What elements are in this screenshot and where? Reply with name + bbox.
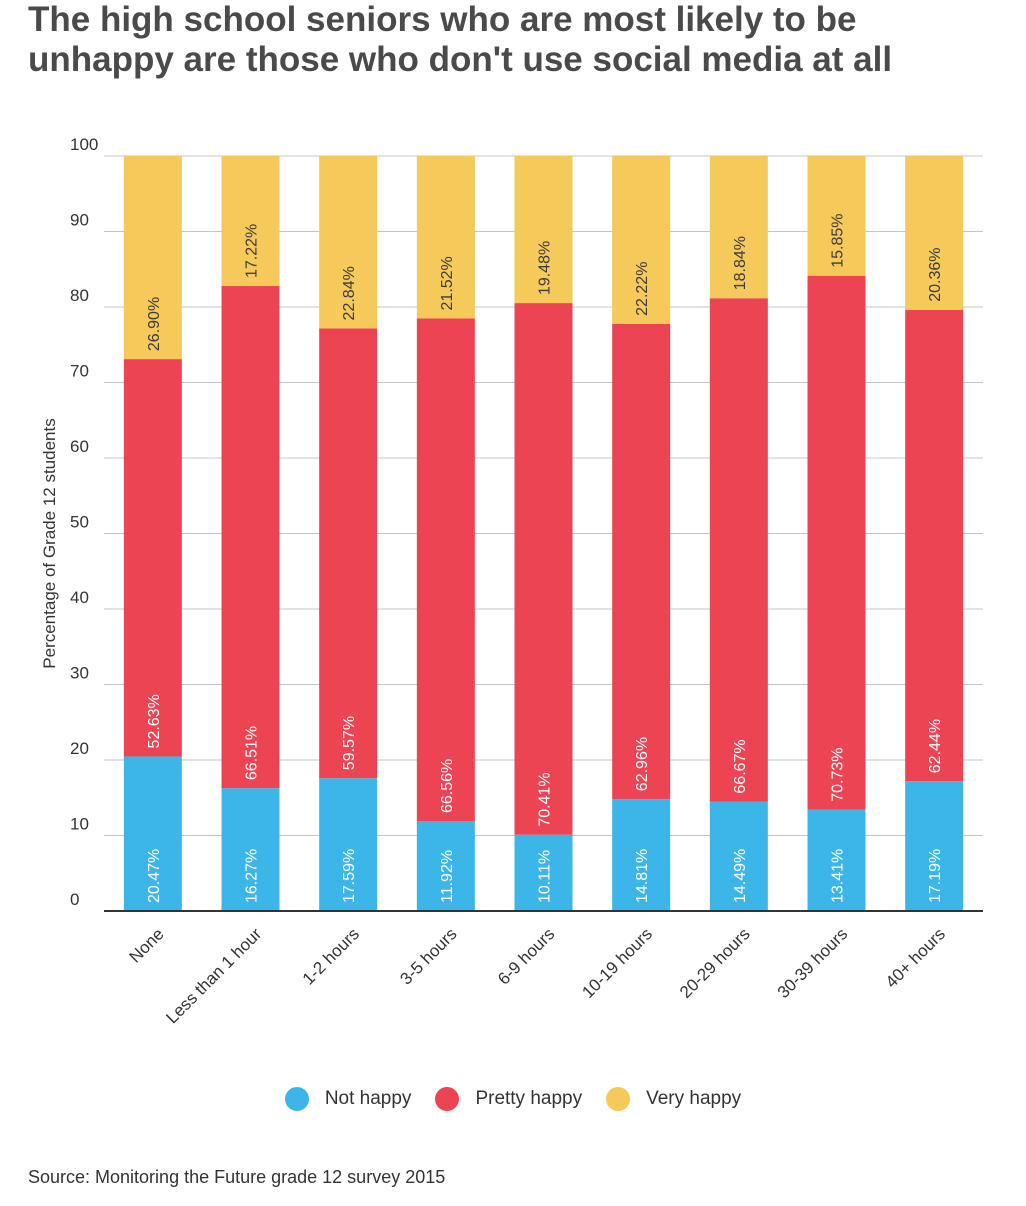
y-tick-label-60: 60 bbox=[70, 437, 89, 456]
bar-very-happy-1[interactable] bbox=[221, 156, 280, 287]
bar-not-happy-5[interactable] bbox=[612, 799, 671, 911]
x-category-label-5: 10-19 hours bbox=[578, 924, 656, 1002]
legend: Not happy Pretty happy Very happy bbox=[0, 1087, 1026, 1111]
data-label-very-happy-4: 19.48% bbox=[537, 241, 554, 295]
data-label-very-happy-1: 17.22% bbox=[244, 224, 261, 278]
bar-very-happy-7[interactable] bbox=[807, 156, 866, 276]
bar-pretty-happy-6[interactable] bbox=[709, 298, 768, 802]
data-label-not-happy-8: 17.19% bbox=[927, 849, 944, 903]
bar-pretty-happy-5[interactable] bbox=[612, 323, 671, 800]
bar-not-happy-0[interactable] bbox=[123, 756, 182, 911]
data-label-not-happy-0: 20.47% bbox=[146, 849, 163, 903]
data-label-not-happy-7: 13.41% bbox=[830, 849, 847, 903]
y-tick-label-50: 50 bbox=[70, 513, 89, 532]
y-tick-label-70: 70 bbox=[70, 362, 89, 381]
bar-pretty-happy-4[interactable] bbox=[514, 303, 573, 835]
legend-label-pretty-happy: Pretty happy bbox=[475, 1088, 583, 1109]
legend-swatch-pretty-happy bbox=[435, 1087, 460, 1111]
data-label-pretty-happy-4: 70.41% bbox=[537, 772, 554, 826]
data-label-pretty-happy-2: 59.57% bbox=[341, 716, 358, 770]
y-tick-label-10: 10 bbox=[70, 815, 89, 834]
stacked-bar-chart: 0 10 20 30 40 50 60 70 80 90 100 Percentage of Grad… bbox=[40, 135, 983, 1027]
legend-swatch-not-happy bbox=[284, 1087, 309, 1111]
data-label-very-happy-6: 18.84% bbox=[732, 236, 749, 290]
bar-very-happy-6[interactable] bbox=[709, 156, 768, 299]
data-label-pretty-happy-6: 66.67% bbox=[732, 739, 749, 793]
x-category-label-8: 40+ hours bbox=[882, 924, 949, 991]
bar-not-happy-1[interactable] bbox=[221, 788, 280, 911]
y-tick-label-20: 20 bbox=[70, 739, 89, 758]
data-label-not-happy-2: 17.59% bbox=[341, 849, 358, 903]
y-axis-label: Percentage of Grade 12 students bbox=[40, 418, 59, 668]
x-category-label-4: 6-9 hours bbox=[494, 924, 558, 988]
bar-very-happy-5[interactable] bbox=[612, 156, 671, 324]
y-tick-label-30: 30 bbox=[70, 664, 89, 683]
legend-label-not-happy: Not happy bbox=[324, 1088, 412, 1109]
bar-not-happy-4[interactable] bbox=[514, 834, 573, 911]
data-label-pretty-happy-0: 52.63% bbox=[146, 694, 163, 748]
data-label-not-happy-6: 14.49% bbox=[732, 849, 749, 903]
chart-title: The high school seniors who are most lik… bbox=[28, 0, 1008, 80]
bar-pretty-happy-7[interactable] bbox=[807, 275, 866, 810]
y-tick-label-0: 0 bbox=[70, 890, 79, 909]
bar-pretty-happy-2[interactable] bbox=[319, 328, 378, 779]
data-label-not-happy-3: 11.92% bbox=[439, 850, 456, 903]
bar-very-happy-4[interactable] bbox=[514, 156, 573, 304]
data-label-very-happy-5: 22.22% bbox=[634, 262, 651, 316]
legend-label-very-happy: Very happy bbox=[646, 1088, 742, 1109]
y-tick-label-80: 80 bbox=[70, 286, 89, 305]
data-label-not-happy-4: 10.11% bbox=[537, 850, 554, 903]
bar-pretty-happy-8[interactable] bbox=[905, 309, 964, 782]
bar-very-happy-3[interactable] bbox=[416, 156, 475, 319]
x-category-label-2: 1-2 hours bbox=[299, 924, 363, 988]
x-category-label-1: Less than 1 hour bbox=[162, 924, 265, 1027]
bar-very-happy-0[interactable] bbox=[123, 156, 182, 360]
y-tick-label-40: 40 bbox=[70, 588, 89, 607]
x-category-label-3: 3-5 hours bbox=[396, 924, 460, 988]
x-category-label-7: 30-39 hours bbox=[774, 924, 852, 1002]
chart-title-line-2: unhappy are those who don't use social m… bbox=[28, 40, 893, 79]
data-label-pretty-happy-3: 66.56% bbox=[439, 759, 456, 813]
legend-swatch-very-happy bbox=[606, 1087, 631, 1111]
source-note: Source: Monitoring the Future grade 12 s… bbox=[28, 1167, 446, 1187]
data-label-very-happy-8: 20.36% bbox=[927, 248, 944, 302]
data-label-pretty-happy-8: 62.44% bbox=[927, 719, 944, 773]
bar-not-happy-3[interactable] bbox=[416, 821, 475, 911]
legend-item-pretty-happy[interactable]: Pretty happy bbox=[435, 1087, 582, 1111]
bar-very-happy-8[interactable] bbox=[905, 156, 964, 310]
data-label-not-happy-1: 16.27% bbox=[244, 849, 261, 903]
bar-not-happy-6[interactable] bbox=[709, 801, 768, 911]
data-label-pretty-happy-1: 66.51% bbox=[244, 726, 261, 780]
bar-very-happy-2[interactable] bbox=[319, 156, 378, 329]
data-label-very-happy-0: 26.90% bbox=[146, 297, 163, 351]
bar-not-happy-7[interactable] bbox=[807, 809, 866, 911]
y-tick-label-90: 90 bbox=[70, 211, 89, 230]
bar-pretty-happy-3[interactable] bbox=[416, 318, 475, 822]
bar-pretty-happy-0[interactable] bbox=[123, 359, 182, 757]
legend-item-not-happy[interactable]: Not happy bbox=[284, 1087, 412, 1111]
data-label-very-happy-2: 22.84% bbox=[341, 266, 358, 320]
bar-not-happy-2[interactable] bbox=[319, 778, 378, 911]
bar-pretty-happy-1[interactable] bbox=[221, 286, 280, 789]
legend-item-very-happy[interactable]: Very happy bbox=[606, 1087, 741, 1111]
data-label-very-happy-3: 21.52% bbox=[439, 256, 456, 310]
y-tick-label-100: 100 bbox=[70, 135, 98, 154]
data-label-pretty-happy-5: 62.96% bbox=[634, 737, 651, 791]
data-label-pretty-happy-7: 70.73% bbox=[830, 747, 847, 801]
data-label-very-happy-7: 15.85% bbox=[830, 213, 847, 267]
bar-not-happy-8[interactable] bbox=[905, 781, 964, 911]
x-category-label-6: 20-29 hours bbox=[676, 924, 754, 1002]
data-label-not-happy-5: 14.81% bbox=[634, 849, 651, 903]
chart-title-line-1: The high school seniors who are most lik… bbox=[28, 0, 857, 39]
x-category-label-0: None bbox=[125, 924, 167, 966]
